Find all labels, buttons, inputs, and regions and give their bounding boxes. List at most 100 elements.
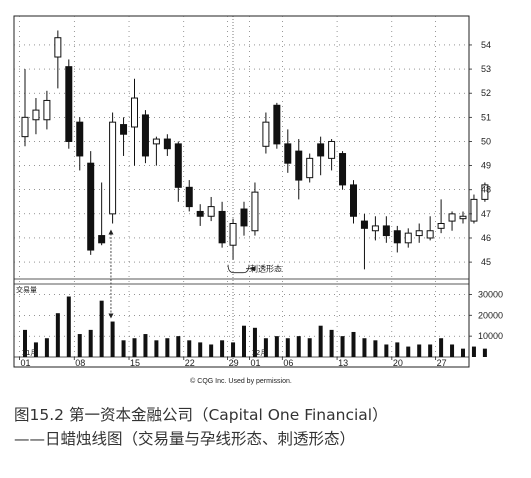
piercing-arrowhead — [250, 266, 255, 272]
x-tick-label: 01 — [21, 358, 31, 368]
volume-bar — [33, 342, 38, 357]
volume-tick-label: 30000 — [478, 289, 503, 299]
x-tick-label: 13 — [338, 358, 348, 368]
price-tick-label: 47 — [481, 209, 491, 219]
candle-body-white — [306, 157, 314, 179]
candle-body-black — [284, 143, 292, 164]
candle-body-black — [141, 114, 149, 157]
candle-body-white — [262, 121, 270, 147]
candle — [339, 151, 347, 190]
candle — [87, 151, 95, 255]
x-tick-label: 27 — [437, 358, 447, 368]
price-tick-label: 48 — [481, 185, 491, 195]
copyright: © CQG Inc. Used by permission. — [190, 377, 292, 385]
candle-body-white — [459, 215, 467, 220]
candle — [295, 139, 303, 200]
candle — [120, 117, 128, 156]
candle — [207, 196, 215, 222]
candle-body-white — [448, 213, 456, 222]
candle — [229, 218, 237, 260]
grid — [14, 16, 469, 357]
volume-bar — [384, 344, 389, 357]
candle-body-black — [317, 143, 325, 157]
piercing-label: 刺透形态 — [250, 264, 282, 274]
candle-body-black — [393, 230, 401, 244]
candle — [306, 153, 314, 183]
volume-bar — [274, 336, 279, 357]
candle-body-black — [65, 66, 73, 142]
candle — [98, 182, 106, 246]
month-label: 12月 — [251, 349, 267, 357]
price-axis: 45 46 47 48 49 50 51 52 53 54 — [469, 40, 491, 267]
volume-bar — [482, 348, 487, 357]
volume-bar — [307, 338, 312, 357]
candle-body-white — [328, 140, 336, 159]
candle — [21, 69, 29, 147]
candle — [360, 213, 368, 270]
candle-body-black — [382, 225, 390, 237]
volume-panel-label: 交易量 — [16, 285, 37, 294]
candle-body-white — [207, 206, 215, 217]
candle — [32, 98, 40, 135]
candle-body-black — [163, 138, 171, 150]
volume-bar — [439, 338, 444, 357]
candle-body-black — [120, 124, 128, 135]
volume-bar — [263, 338, 268, 357]
candle-body-white — [470, 198, 478, 222]
candle-body-white — [415, 230, 423, 237]
volume-tick-label: 20000 — [478, 310, 503, 320]
x-tick-label: 06 — [283, 358, 293, 368]
volume-bar — [198, 342, 203, 357]
candle-body-white — [404, 232, 412, 244]
candle — [459, 211, 467, 224]
volume-bar — [66, 296, 71, 357]
volume-bar — [351, 331, 356, 357]
volume-bar — [252, 327, 257, 357]
price-tick-label: 45 — [481, 257, 491, 267]
candle — [240, 201, 248, 236]
volume-bar — [428, 344, 433, 357]
candle — [218, 201, 226, 248]
volume-bar — [132, 338, 137, 357]
volume-bar — [471, 346, 476, 357]
x-tick-label: 22 — [185, 358, 195, 368]
candle-body-white — [131, 97, 138, 128]
volume-arrow — [108, 229, 114, 319]
volume-bar — [154, 340, 159, 357]
candle-body-white — [481, 184, 489, 200]
candle — [382, 216, 390, 243]
volume-bar — [450, 344, 455, 357]
x-tick-label: 01 — [250, 358, 260, 368]
candle — [109, 112, 117, 224]
candle-body-white — [426, 230, 434, 239]
chart-frame — [13, 15, 470, 368]
volume-arrow-head-down — [108, 313, 114, 319]
volume-bar — [417, 344, 422, 357]
candle-body-black — [218, 210, 226, 244]
candle-body-black — [174, 143, 182, 188]
candle — [174, 141, 182, 202]
candle-body-black — [350, 184, 357, 217]
volume-arrow-head-up — [108, 229, 114, 235]
candle — [426, 216, 434, 241]
candle — [152, 136, 160, 166]
x-axis: 01 08 15 22 29 01 06 13 20 27 — [19, 357, 447, 368]
candle-body-black — [185, 186, 193, 208]
volume-bars — [23, 296, 487, 357]
volume-tick-label: 10000 — [478, 331, 503, 341]
price-tick-label: 52 — [481, 88, 491, 98]
candle-body-white — [32, 109, 40, 121]
candle — [371, 216, 379, 241]
volume-bar — [231, 342, 236, 357]
candle — [393, 225, 401, 253]
price-tick-label: 46 — [481, 233, 491, 243]
piercing-bracket — [227, 264, 250, 274]
figure-caption-line2: ——日蜡烛线图（交易量与孕线形态、刺透形态） — [14, 430, 356, 448]
candle — [448, 211, 456, 231]
candle — [141, 110, 149, 164]
volume-bar — [77, 334, 82, 357]
volume-bar — [296, 336, 301, 357]
candle — [262, 112, 270, 154]
price-tick-label: 54 — [481, 40, 491, 50]
